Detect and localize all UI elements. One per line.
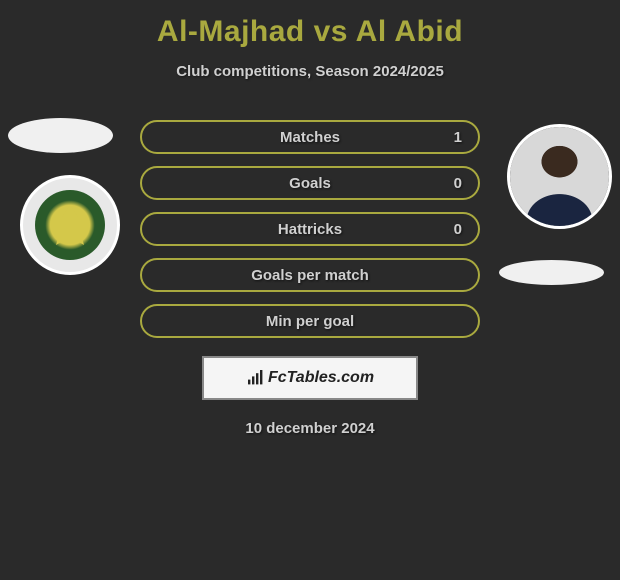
player-right-avatar [507,124,612,229]
stat-label: Hattricks [278,221,342,238]
stat-value: 0 [454,175,462,192]
stat-row-matches: Matches 1 [140,120,480,154]
stat-label: Min per goal [266,313,354,330]
stat-row-hattricks: Hattricks 0 [140,212,480,246]
club-right-placeholder [499,260,604,285]
player-photo [510,127,609,226]
stats-list: Matches 1 Goals 0 Hattricks 0 Goals per … [140,120,480,338]
stat-row-goals: Goals 0 [140,166,480,200]
source-badge[interactable]: FcTables.com [202,356,418,400]
stat-label: Goals [289,175,331,192]
stat-value: 0 [454,221,462,238]
date-text: 10 december 2024 [245,420,374,437]
stat-value: 1 [454,129,462,146]
player-left-placeholder [8,118,113,153]
stat-row-min-per-goal: Min per goal [140,304,480,338]
badge-text: FcTables.com [268,369,374,387]
stat-label: Matches [280,129,340,146]
club-left-avatar [20,175,120,275]
stat-label: Goals per match [251,267,369,284]
page-title: Al-Majhad vs Al Abid [157,15,463,49]
page-subtitle: Club competitions, Season 2024/2025 [176,63,444,80]
stat-row-goals-per-match: Goals per match [140,258,480,292]
club-logo-icon [35,190,105,260]
bars-icon [246,370,266,386]
